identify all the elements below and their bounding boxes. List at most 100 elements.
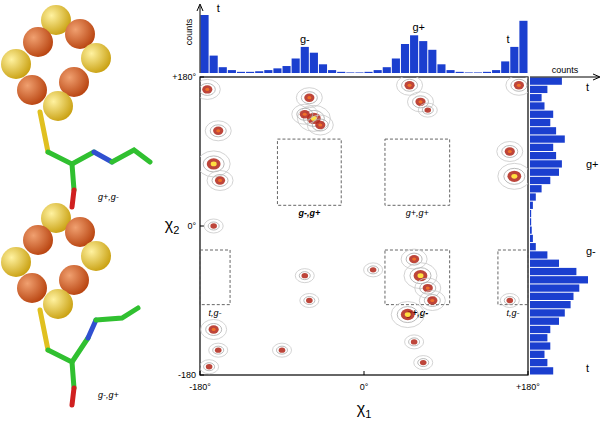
density-blob	[500, 294, 519, 308]
bond	[94, 152, 112, 162]
contour	[409, 338, 420, 346]
density-blob	[414, 356, 433, 370]
top-hist-bar	[264, 70, 272, 73]
contour	[204, 219, 223, 233]
top-hist-bar	[228, 70, 236, 73]
right-hist-label: t	[586, 81, 589, 93]
atom	[43, 289, 73, 319]
density-blob	[205, 121, 231, 141]
contour	[273, 343, 292, 357]
bond	[72, 338, 88, 362]
contour	[497, 142, 523, 162]
contour	[410, 268, 431, 284]
top-hist-bar	[319, 64, 327, 73]
contour	[208, 222, 219, 230]
right-hist-bar	[530, 351, 545, 358]
contour	[203, 156, 224, 172]
density-blob	[401, 249, 427, 269]
y-tick-label: +180°	[172, 72, 196, 82]
density-blob	[295, 269, 314, 283]
x-tick	[528, 371, 529, 375]
top-hist-bar	[283, 66, 291, 73]
top-hist-bar	[465, 72, 473, 74]
top-hist-bar	[255, 71, 263, 73]
y-tick	[200, 77, 204, 78]
density-core	[306, 298, 313, 303]
density-peak	[508, 150, 512, 153]
molecule-label: g+,g-	[98, 192, 119, 202]
right-hist-bar	[530, 318, 559, 325]
contour	[213, 346, 224, 354]
density-core	[505, 147, 515, 155]
contour	[200, 83, 215, 95]
density-core	[202, 85, 212, 93]
right-hist-bar	[530, 301, 571, 308]
right-hist-bar	[530, 169, 559, 176]
density-blob	[292, 104, 318, 124]
bond	[40, 112, 48, 152]
density-core	[424, 107, 431, 112]
contour	[295, 269, 314, 283]
density-core	[304, 93, 314, 101]
region-label: t,g-	[209, 308, 222, 318]
right-hist-bar	[530, 326, 550, 333]
top-hist-bar	[346, 72, 354, 74]
atom	[81, 43, 111, 73]
density-blob	[418, 103, 437, 117]
right-hist-bar	[530, 202, 533, 209]
density-blob	[506, 77, 528, 95]
density-peak	[212, 328, 216, 331]
arrow	[593, 74, 600, 80]
region-box	[277, 139, 341, 205]
top-hist-label: g+	[412, 21, 425, 33]
contour	[405, 335, 424, 349]
bond	[72, 190, 74, 207]
density-peak	[412, 258, 416, 261]
density-core	[213, 127, 223, 135]
right-hist-label: g-	[586, 245, 596, 257]
density-core	[207, 158, 221, 169]
contour	[212, 174, 228, 186]
top-hist-bar	[510, 47, 518, 73]
density-blob	[498, 163, 528, 189]
top-hist-bar	[310, 53, 318, 73]
density-blob	[207, 170, 233, 190]
density-peak	[218, 179, 222, 182]
contour	[301, 92, 317, 104]
region-label: g+,g+	[406, 208, 429, 218]
density-core	[415, 98, 425, 106]
region-box	[385, 139, 450, 205]
density-blob	[204, 219, 223, 233]
density-blob	[364, 263, 383, 277]
y-tick-label: 0°	[187, 221, 196, 231]
contour	[418, 103, 437, 117]
right-hist-bar	[530, 78, 562, 85]
density-peak	[318, 123, 322, 126]
right-hist-bar	[530, 218, 531, 225]
right-hist-bar	[530, 210, 531, 217]
contour	[506, 77, 528, 95]
molecule	[1, 203, 138, 405]
contour	[407, 92, 433, 112]
atom	[23, 225, 53, 255]
right-hist-bar	[530, 251, 547, 258]
density-core	[420, 360, 427, 365]
density-blob	[415, 278, 441, 298]
atom	[81, 241, 111, 271]
density-peak	[205, 88, 209, 91]
right-hist-bar	[530, 94, 542, 101]
density-blob	[300, 294, 319, 308]
right-hist-bar	[530, 243, 536, 250]
contour	[200, 360, 219, 374]
contour	[277, 346, 288, 354]
molecule-label: g-,g+	[98, 390, 119, 400]
top-hist-bar	[474, 72, 482, 74]
density-core	[514, 81, 524, 89]
molecule	[1, 5, 150, 207]
top-hist-bar	[501, 61, 509, 73]
density-core	[301, 273, 308, 278]
contour	[297, 105, 330, 131]
density-core	[411, 339, 418, 344]
top-hist-bar	[456, 72, 464, 73]
contour	[401, 249, 427, 269]
